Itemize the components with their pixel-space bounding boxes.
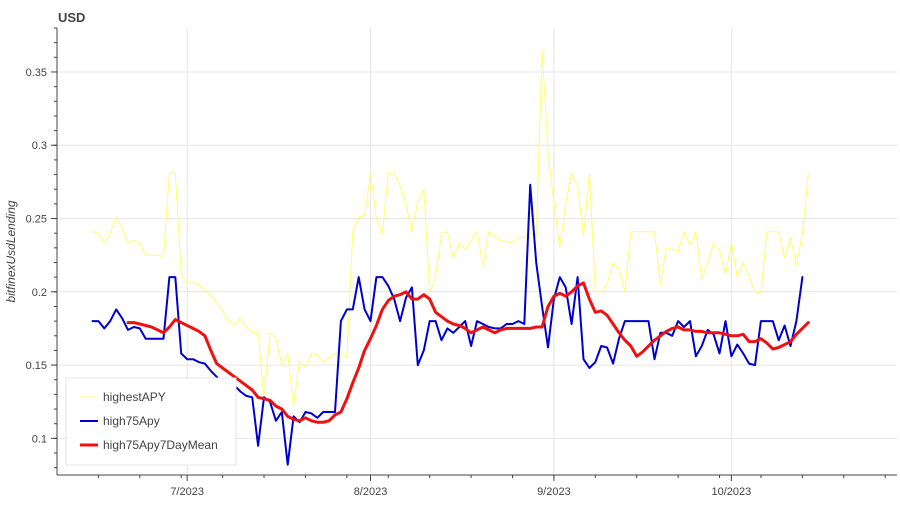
legend: highestAPY high75Apy high75Apy7DayMean [65, 377, 237, 466]
y-tick-label: 0.35 [26, 67, 47, 79]
y-tick-label: 0.3 [32, 140, 47, 152]
y-tick-label: 0.1 [32, 433, 47, 445]
legend-label: highestAPY [103, 390, 166, 404]
series-line-high75Apy7DayMean [126, 281, 810, 424]
series-line-highestAPY [92, 49, 809, 407]
legend-items: highestAPY high75Apy high75Apy7DayMean [80, 390, 218, 452]
x-tick-label: 7/2023 [170, 486, 204, 498]
y-tick-label: 0.15 [26, 360, 47, 372]
x-tick-label: 9/2023 [537, 486, 571, 498]
chart-title: USD [58, 10, 85, 25]
x-tick-label: 10/2023 [711, 486, 751, 498]
y-axis-ticks: 0.1 0.15 0.2 0.25 0.3 0.35 [26, 27, 57, 469]
legend-label: high75Apy [103, 414, 160, 428]
axes [56, 28, 897, 476]
grid-lines [57, 28, 897, 475]
x-axis-ticks: 7/2023 8/2023 9/2023 10/2023 [97, 475, 886, 498]
y-tick-label: 0.25 [26, 214, 47, 226]
y-axis-label: bitfinexUsdLending [4, 200, 18, 302]
legend-label: high75Apy7DayMean [103, 438, 218, 452]
x-tick-label: 8/2023 [354, 486, 388, 498]
series-layer [91, 49, 810, 466]
series-line-high75Apy [91, 183, 804, 466]
y-tick-label: 0.2 [32, 287, 47, 299]
